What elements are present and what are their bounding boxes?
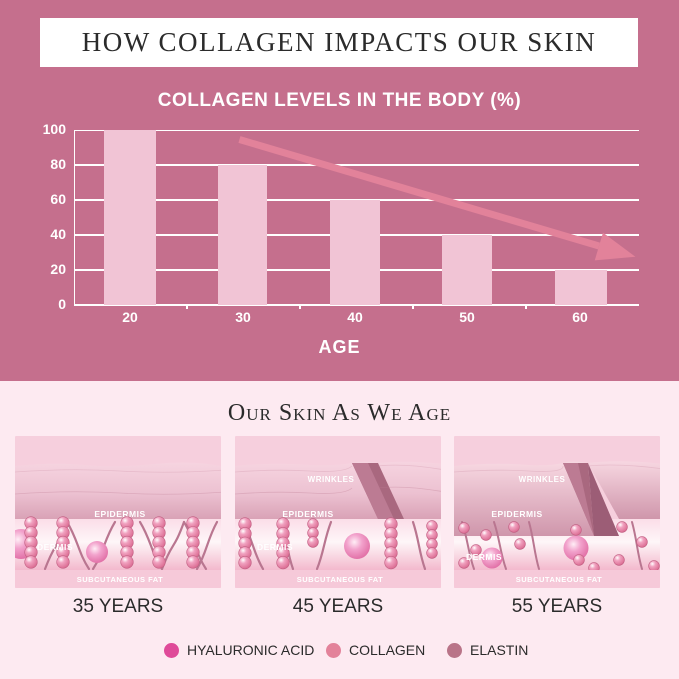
svg-text:DERMIS: DERMIS [37, 542, 73, 552]
svg-text:EPIDERMIS: EPIDERMIS [94, 509, 145, 519]
svg-text:EPIDERMIS: EPIDERMIS [282, 509, 333, 519]
svg-text:SUBCUTANEOUS FAT: SUBCUTANEOUS FAT [77, 575, 163, 584]
svg-text:SUBCUTANEOUS FAT: SUBCUTANEOUS FAT [297, 575, 383, 584]
svg-text:WRINKLES: WRINKLES [308, 475, 355, 484]
svg-text:WRINKLES: WRINKLES [519, 475, 566, 484]
svg-text:SUBCUTANEOUS FAT: SUBCUTANEOUS FAT [516, 575, 602, 584]
svg-text:DERMIS: DERMIS [466, 552, 502, 562]
svg-text:DERMIS: DERMIS [257, 542, 293, 552]
svg-text:EPIDERMIS: EPIDERMIS [491, 509, 542, 519]
